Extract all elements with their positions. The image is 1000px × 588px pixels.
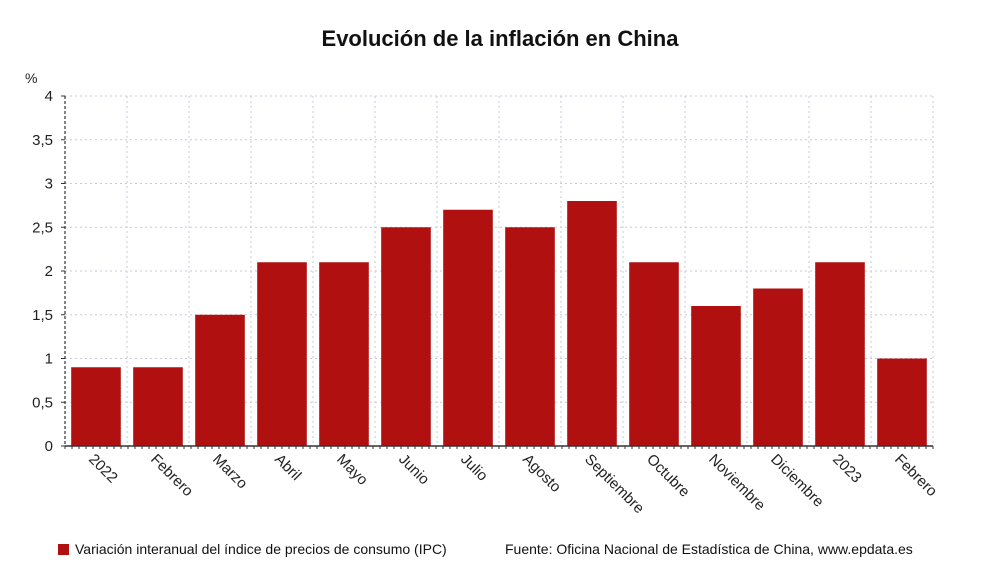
x-tick-label: Octubre (643, 451, 693, 501)
bar-7 (505, 227, 555, 446)
y-axis-unit-label: % (25, 70, 37, 86)
grid-layer (65, 95, 934, 446)
y-tick-label: 3 (45, 176, 53, 193)
axis-layer (61, 95, 934, 449)
x-tick-label: Junio (395, 451, 432, 488)
y-tick-label: 3,5 (32, 132, 53, 149)
bar-12 (815, 262, 865, 446)
bar-1 (133, 367, 183, 446)
x-tick-label: Julio (457, 451, 491, 485)
x-tick-label: Marzo (209, 451, 250, 492)
y-tick-label: 2 (45, 263, 53, 280)
x-tick-label: Abril (271, 451, 304, 484)
bars-layer (71, 201, 927, 446)
bar-4 (319, 262, 369, 446)
bar-6 (443, 209, 493, 446)
x-tick-label: Febrero (147, 451, 196, 500)
bar-2 (195, 314, 245, 446)
x-tick-label: Noviembre (705, 451, 768, 514)
bar-3 (257, 262, 307, 446)
y-tick-label: 0,5 (32, 394, 53, 411)
bar-0 (71, 367, 121, 446)
bar-9 (629, 262, 679, 446)
x-tick-label: Mayo (333, 451, 371, 489)
y-tick-label: 4 (45, 88, 53, 105)
x-tick-label: 2022 (85, 451, 121, 487)
y-tick-label: 1 (45, 351, 53, 368)
bar-11 (753, 288, 803, 446)
x-tick-label: Septiembre (581, 451, 647, 517)
y-tick-label: 0 (45, 438, 53, 455)
legend-swatch (58, 543, 69, 555)
legend-label: Variación interanual del índice de preci… (75, 541, 447, 557)
legend: Variación interanual del índice de preci… (58, 541, 447, 557)
x-tick-label: Febrero (891, 451, 940, 500)
source-credit: Fuente: Oficina Nacional de Estadística … (505, 541, 913, 557)
x-tick-label: 2023 (829, 451, 865, 487)
y-tick-label: 1,5 (32, 307, 53, 324)
bar-5 (381, 227, 431, 446)
y-tick-label: 2,5 (32, 219, 53, 236)
x-tick-label: Diciembre (767, 451, 827, 511)
x-tick-label: Agosto (519, 451, 564, 496)
chart-title: Evolución de la inflación en China (321, 26, 679, 51)
bar-13 (877, 358, 927, 446)
bar-10 (691, 306, 741, 446)
bar-8 (567, 201, 617, 446)
